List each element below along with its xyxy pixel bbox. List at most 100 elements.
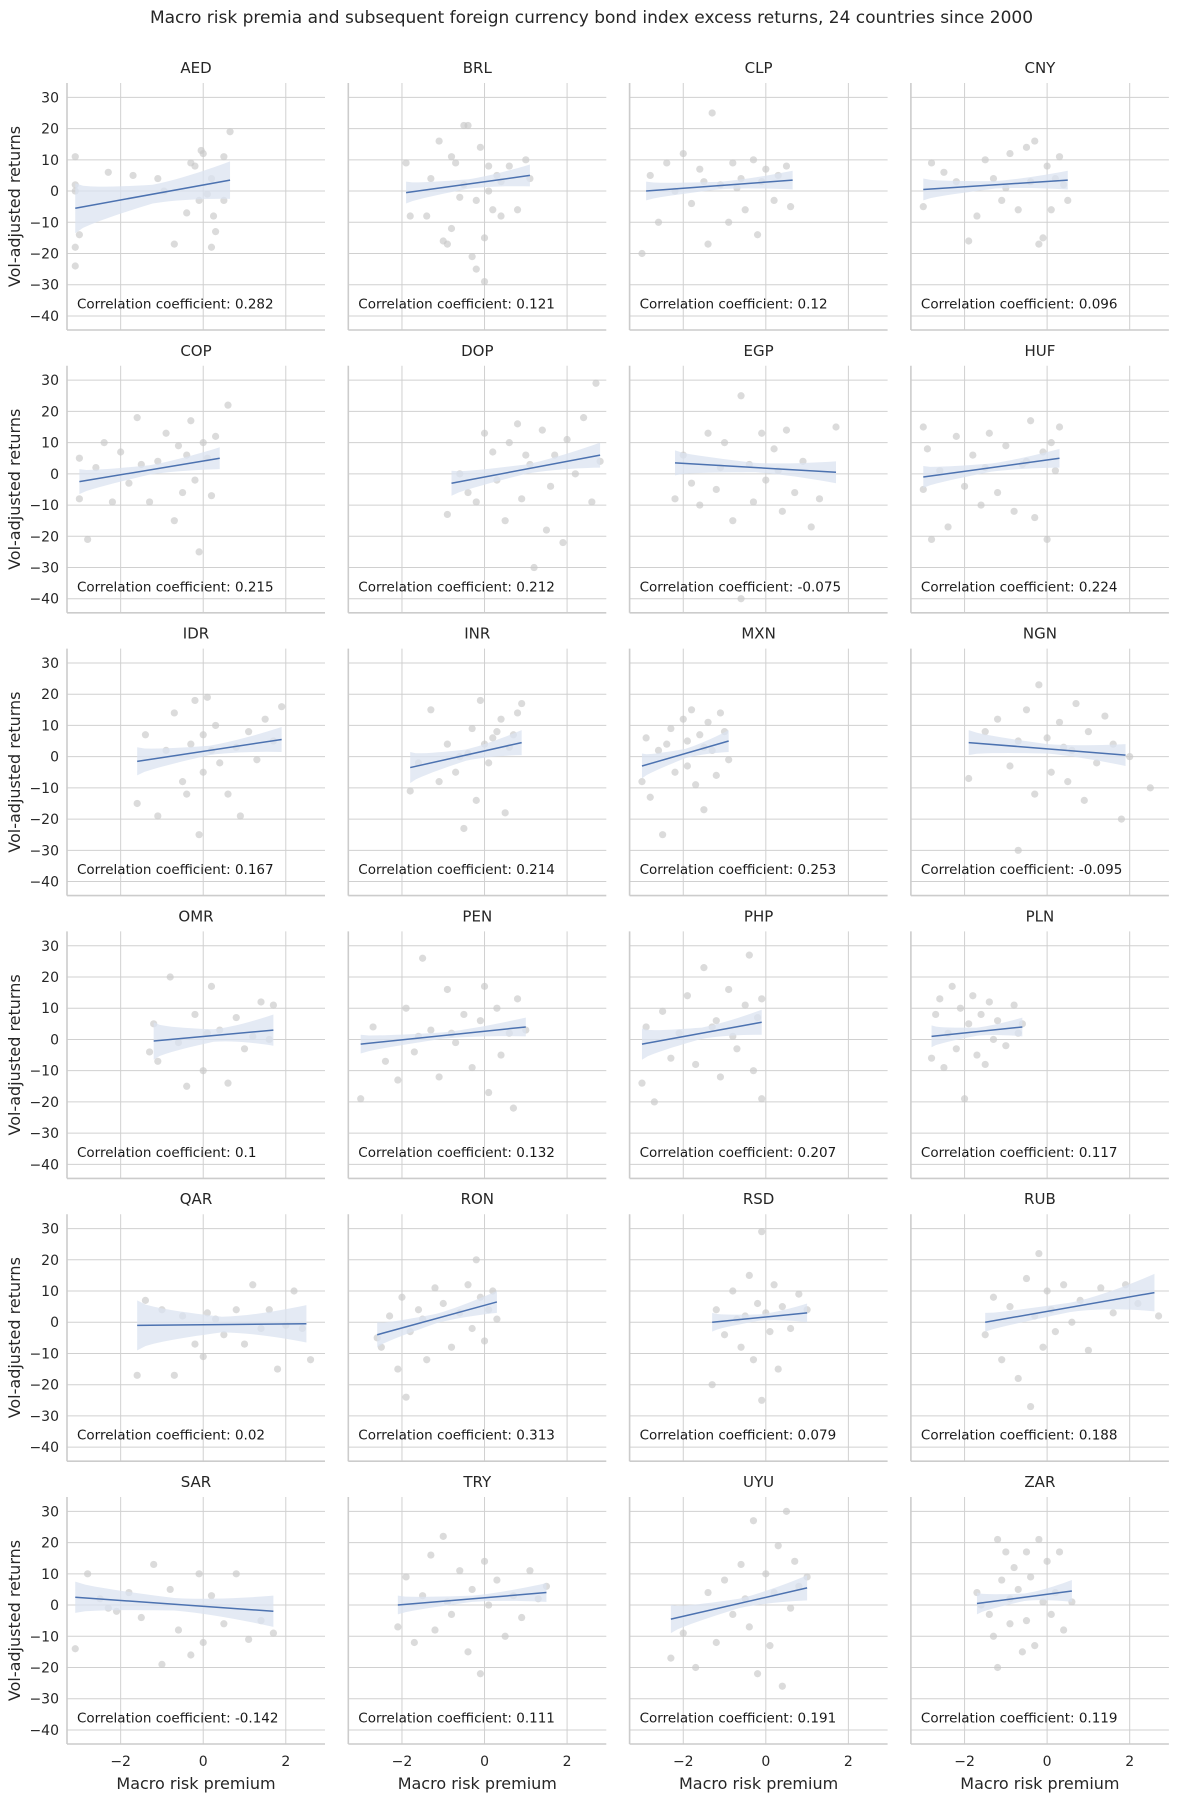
data-point <box>749 1517 758 1525</box>
data-point <box>1043 734 1051 742</box>
data-point <box>212 432 220 440</box>
regression-line <box>923 179 1068 191</box>
data-point <box>1006 1620 1014 1628</box>
data-point <box>154 457 162 465</box>
data-point <box>427 706 435 714</box>
data-point <box>940 1063 948 1072</box>
data-point <box>485 1601 493 1609</box>
data-point <box>501 809 509 817</box>
data-point <box>245 1635 253 1643</box>
data-point <box>993 1535 1002 1544</box>
data-point <box>1006 1303 1014 1311</box>
data-point <box>493 1315 501 1323</box>
panel-title: SAR <box>181 1473 211 1491</box>
y-tick-label: 0 <box>50 467 59 483</box>
data-point <box>960 1095 969 1103</box>
data-point <box>447 1610 456 1619</box>
data-point <box>927 535 936 544</box>
regression-line <box>376 1301 498 1336</box>
data-point <box>84 1570 92 1578</box>
confidence-band <box>377 1291 497 1348</box>
data-point <box>1031 513 1039 522</box>
data-point <box>427 1551 435 1559</box>
y-tick-label: −20 <box>29 246 59 262</box>
correlation-annotation: Correlation coefficient: 0.1 <box>77 1145 256 1161</box>
data-point <box>960 482 969 490</box>
regression-line <box>923 457 1060 478</box>
data-point <box>1002 1042 1010 1050</box>
data-point <box>923 445 932 453</box>
data-point <box>489 448 497 456</box>
y-tick-label: 10 <box>41 153 59 169</box>
data-point <box>749 498 758 506</box>
data-point <box>1027 1573 1035 1581</box>
panel-huf: HUF Correlation coefficient: 0.224 <box>910 342 1169 614</box>
data-point <box>447 153 456 161</box>
data-point <box>948 982 956 990</box>
data-point <box>1039 1343 1047 1351</box>
regression-line <box>646 179 793 192</box>
data-point <box>993 1017 1002 1025</box>
data-point <box>679 149 687 158</box>
regression-line <box>79 457 220 483</box>
data-point <box>766 1328 774 1336</box>
data-point <box>1084 728 1093 736</box>
data-point <box>1010 507 1018 515</box>
data-point <box>588 498 596 506</box>
panel-title: OMR <box>178 907 213 925</box>
regression-line <box>75 179 231 209</box>
y-tick-label: −30 <box>29 1692 59 1708</box>
data-point <box>692 781 700 789</box>
data-point <box>199 768 207 776</box>
data-point <box>489 734 497 742</box>
data-point <box>1035 1249 1043 1258</box>
data-point <box>84 535 92 544</box>
data-point <box>1072 699 1080 708</box>
data-point <box>778 1303 786 1311</box>
data-point <box>447 224 456 233</box>
panel-title: RSD <box>743 1190 775 1208</box>
data-point <box>501 517 509 525</box>
data-point <box>224 1079 232 1087</box>
data-point <box>919 485 927 494</box>
data-point <box>253 756 261 764</box>
data-point <box>191 696 199 705</box>
data-point <box>1084 1346 1093 1354</box>
data-point <box>733 1045 741 1053</box>
data-point <box>770 1281 778 1289</box>
data-point <box>145 1048 154 1056</box>
data-point <box>704 1588 712 1597</box>
data-point <box>108 498 117 506</box>
correlation-annotation: Correlation coefficient: 0.214 <box>358 862 555 878</box>
data-point <box>402 1004 410 1012</box>
data-point <box>712 485 720 494</box>
data-point <box>712 1306 720 1314</box>
data-point <box>414 1306 423 1314</box>
data-point <box>932 1010 940 1019</box>
data-point <box>522 451 530 459</box>
panel-omr: −40 −30 −20 −10 0 10 20 30 OMR Correlation coeffi… <box>5 907 325 1180</box>
panel-ngn: NGN Correlation coefficient: -0.095 <box>910 625 1169 897</box>
data-point <box>753 1670 762 1678</box>
y-tick-label: 0 <box>50 1315 59 1331</box>
panel-try: −2 0 2 TRY Correlation coefficient: 0.111 Mac… <box>347 1473 607 1793</box>
data-point <box>679 1629 687 1637</box>
data-point <box>998 1356 1006 1364</box>
y-tick-label: 30 <box>41 90 59 106</box>
confidence-band <box>79 447 220 495</box>
panel-title: PLN <box>1026 907 1055 925</box>
data-point <box>729 517 737 525</box>
data-point <box>716 1073 725 1081</box>
data-point <box>1060 1626 1068 1634</box>
data-point <box>513 206 522 214</box>
data-point <box>236 812 244 820</box>
data-point <box>207 243 216 251</box>
data-point <box>683 762 691 770</box>
data-point <box>402 1573 410 1581</box>
data-point <box>129 171 137 180</box>
panel-zar: −2 0 2 ZAR Correlation coefficient: 0.119 Mac… <box>910 1473 1169 1793</box>
y-tick-label: −30 <box>29 843 59 859</box>
correlation-annotation: Correlation coefficient: -0.142 <box>77 1710 278 1726</box>
data-point <box>158 1660 166 1668</box>
